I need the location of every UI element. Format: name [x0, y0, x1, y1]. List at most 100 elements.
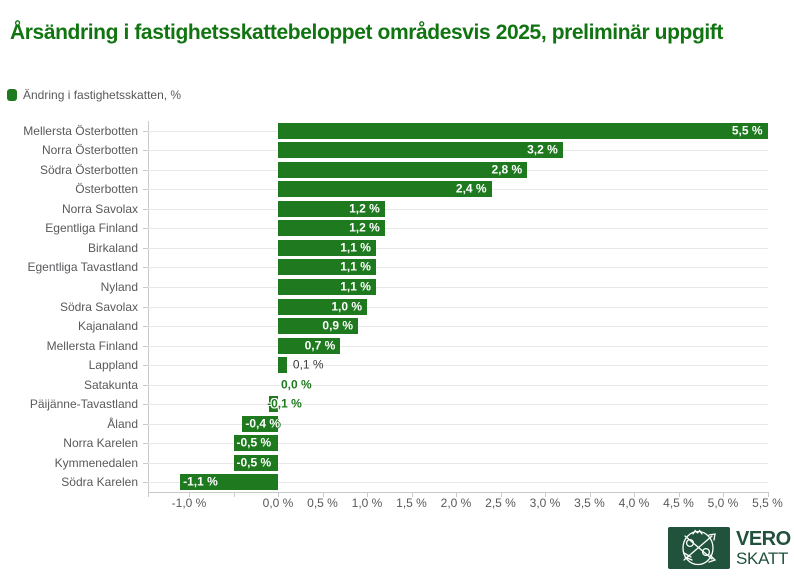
x-axis-label: 3,0 %: [529, 496, 561, 510]
x-axis-label: -1,0 %: [171, 496, 207, 510]
value-label: 2,8 %: [491, 162, 523, 177]
bar-16: [242, 415, 278, 432]
category-label: Mellersta Finland: [46, 338, 138, 353]
row-gridline: [148, 384, 768, 386]
logo-text-vero: VERO: [736, 527, 791, 550]
value-label: 0,1 %: [292, 357, 324, 372]
bar-8: [278, 259, 376, 276]
x-axis-tick: [456, 492, 457, 497]
row-gridline: [148, 482, 768, 484]
row-gridline: [148, 228, 768, 230]
category-tick: [143, 247, 148, 249]
category-label: Egentliga Finland: [45, 221, 138, 236]
x-axis-tick: [411, 492, 413, 497]
x-axis-tick: [500, 492, 502, 497]
x-axis-tick: [545, 492, 546, 497]
category-tick: [143, 267, 148, 269]
row-gridline: [148, 306, 768, 308]
bar-7: [278, 239, 376, 256]
category-tick: [143, 462, 148, 464]
x-axis-label: 4,0 %: [618, 496, 650, 510]
row-gridline: [148, 326, 768, 327]
value-label: 0,7 %: [304, 338, 336, 353]
x-axis-tick: [322, 492, 324, 497]
category-tick: [143, 208, 148, 210]
bar-19: [180, 474, 278, 491]
row-gridline: [148, 267, 768, 269]
lion-emblem-icon: [682, 529, 717, 566]
bar-18: [233, 454, 278, 471]
value-label: 1,1 %: [340, 279, 371, 294]
bar-1: [278, 122, 768, 139]
x-axis-tick: [189, 492, 190, 497]
category-label: Södra Österbotten: [39, 162, 138, 177]
category-tick: [143, 189, 148, 191]
bar-9: [278, 279, 376, 295]
x-axis-tick: [767, 492, 769, 497]
legend-label: Ändring i fastighetsskatten, %: [23, 88, 182, 102]
bar-11: [278, 318, 359, 334]
x-axis-label: 5,0 %: [707, 496, 739, 510]
x-axis-label: 0,0 %: [262, 496, 294, 510]
row-gridline: [148, 462, 768, 464]
x-axis-label: 3,5 %: [574, 496, 605, 510]
value-label: 1,2 %: [349, 220, 380, 235]
x-axis-line: [148, 492, 768, 493]
category-tick: [143, 287, 148, 288]
category-tick: [143, 228, 148, 230]
value-label: -0,5 %: [236, 455, 272, 470]
x-axis-label: 5,5 %: [752, 496, 783, 510]
category-tick: [143, 345, 148, 347]
bar-13: [278, 357, 287, 374]
bar-17: [233, 435, 278, 452]
x-axis-label: 2,5 %: [485, 496, 516, 510]
value-label: 5,5 %: [731, 123, 763, 138]
category-tick: [143, 423, 148, 425]
chart-title: Årsändring i fastighetsskattebeloppet om…: [10, 21, 723, 45]
row-gridline: [148, 208, 768, 210]
category-label: Kajanaland: [77, 319, 138, 333]
bar-6: [278, 220, 385, 237]
category-tick: [143, 482, 148, 484]
category-tick: [143, 384, 148, 386]
category-tick: [143, 326, 148, 327]
bar-3: [278, 161, 528, 178]
value-label: 2,4 %: [455, 181, 487, 196]
value-label: 3,2 %: [527, 142, 558, 157]
row-gridline: [148, 404, 768, 406]
bar-10: [278, 298, 367, 315]
x-axis-tick: [589, 492, 591, 497]
legend-item[interactable]: Ändring i fastighetsskatten, %: [7, 88, 181, 102]
category-tick: [143, 404, 148, 406]
value-label: -0,5 %: [236, 435, 272, 450]
value-label: -0,1 %: [267, 396, 302, 411]
x-axis-tick: [723, 492, 724, 497]
value-label: -0,4 %: [245, 416, 281, 431]
row-gridline: [148, 443, 768, 445]
vero-skatt-logo: VERO SKATT: [668, 527, 791, 569]
category-label: Österbotten: [75, 182, 138, 197]
logo-emblem: [668, 527, 730, 569]
value-label: 0,9 %: [322, 318, 354, 333]
category-label: Södra Savolax: [59, 299, 138, 314]
category-tick: [143, 130, 148, 132]
x-axis-label: 1,0 %: [351, 496, 383, 510]
value-label: 1,1 %: [340, 259, 371, 274]
x-axis-label: 1,5 %: [396, 496, 427, 510]
x-axis-edge-tick: [148, 492, 149, 497]
logo-text-skatt: SKATT: [736, 548, 789, 568]
category-label: Kymmenedalen: [54, 455, 138, 470]
x-axis-tick: [678, 492, 680, 497]
x-axis-tick: [233, 492, 235, 497]
row-gridline: [148, 423, 768, 425]
value-label: -1,1 %: [183, 474, 218, 489]
x-axis-tick: [367, 492, 368, 497]
category-tick: [143, 150, 148, 152]
category-label: Södra Karelen: [61, 475, 138, 490]
row-gridline: [148, 345, 768, 347]
category-label: Mellersta Österbotten: [23, 123, 138, 138]
value-label: 1,2 %: [349, 201, 380, 216]
category-label: Norra Savolax: [61, 201, 138, 216]
x-axis-tick: [278, 492, 279, 497]
